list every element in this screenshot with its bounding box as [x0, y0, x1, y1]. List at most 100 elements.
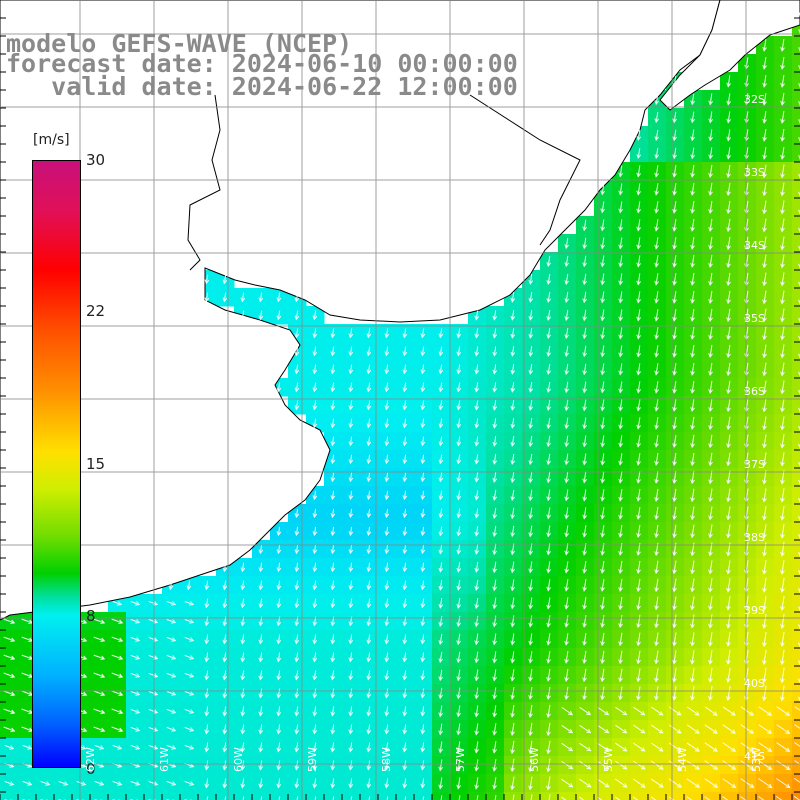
wind-arrow — [798, 227, 800, 233]
wind-arrow — [794, 724, 800, 729]
wind-arrow — [240, 292, 246, 303]
wind-arrow — [492, 561, 497, 574]
wind-arrow — [130, 636, 141, 642]
wind-arrow — [330, 634, 336, 645]
wind-arrow — [330, 382, 336, 393]
wind-arrow — [780, 75, 785, 88]
wind-arrow — [148, 744, 159, 750]
wind-arrow — [330, 436, 336, 447]
wind-arrow — [546, 758, 551, 773]
wind-arrow — [740, 796, 747, 800]
wind-arrow — [597, 706, 610, 716]
wind-arrow — [420, 580, 426, 591]
wind-arrow — [276, 544, 282, 555]
wind-arrow — [456, 597, 462, 610]
wind-arrow — [456, 436, 462, 447]
wind-arrow — [690, 506, 695, 521]
wind-arrow — [3, 618, 16, 624]
lat-label: 38S — [744, 531, 765, 544]
wind-arrow — [636, 201, 641, 214]
wind-arrow — [740, 706, 754, 716]
wind-arrow — [546, 435, 551, 448]
wind-arrow — [600, 381, 605, 394]
wind-arrow — [528, 758, 533, 773]
wind-arrow — [420, 328, 426, 339]
wind-arrow — [582, 579, 587, 592]
wind-arrow — [618, 381, 623, 394]
wind-cell — [792, 558, 800, 577]
wind-arrow — [762, 488, 767, 503]
wind-arrow — [240, 580, 246, 591]
wind-arrow — [582, 650, 587, 665]
wind-arrow — [456, 508, 462, 519]
wind-arrow — [456, 346, 462, 357]
wind-arrow — [708, 111, 713, 124]
lon-label: 56W — [528, 747, 541, 772]
wind-arrow — [740, 742, 755, 752]
wind-arrow — [654, 93, 659, 106]
wind-arrow — [330, 778, 336, 789]
wind-arrow — [330, 400, 336, 411]
wind-arrow — [258, 310, 264, 321]
wind-arrow — [793, 795, 800, 800]
wind-arrow — [600, 435, 605, 448]
wind-arrow — [672, 255, 677, 268]
wind-arrow — [686, 796, 693, 800]
wind-arrow — [528, 310, 534, 321]
wind-arrow — [420, 760, 426, 771]
wind-arrow — [420, 490, 426, 501]
wind-arrow — [148, 690, 159, 696]
wind-cell — [792, 72, 800, 91]
wind-arrow — [130, 708, 141, 714]
wind-arrow — [672, 147, 677, 160]
wind-arrow — [708, 614, 713, 629]
wind-arrow — [314, 796, 317, 800]
wind-arrow — [474, 436, 480, 447]
wind-arrow — [166, 690, 177, 696]
wind-arrow — [708, 506, 713, 521]
wind-arrow — [546, 525, 551, 538]
wind-arrow — [148, 619, 159, 624]
wind-arrow — [798, 47, 800, 53]
wind-arrow — [600, 453, 605, 466]
wind-arrow — [651, 706, 664, 716]
wind-arrow — [278, 796, 281, 800]
wind-arrow — [384, 436, 390, 447]
wind-arrow — [762, 75, 767, 88]
wind-arrow — [582, 237, 587, 250]
wind-arrow — [672, 435, 677, 448]
wind-arrow — [582, 291, 587, 304]
wind-arrow — [294, 652, 300, 663]
wind-arrow — [690, 416, 695, 431]
wind-arrow — [4, 744, 15, 750]
wind-arrow — [708, 326, 713, 341]
wind-arrow — [672, 75, 677, 88]
wind-arrow — [474, 328, 480, 339]
colorbar-unit: [m/s] — [33, 132, 70, 148]
wind-arrow — [440, 795, 443, 800]
wind-arrow — [600, 291, 605, 304]
wind-arrow — [762, 57, 767, 70]
wind-arrow — [492, 418, 498, 429]
wind-arrow — [690, 488, 695, 503]
wind-arrow — [312, 598, 318, 609]
wind-arrow — [762, 649, 767, 666]
wind-arrow — [474, 687, 479, 700]
wind-arrow — [672, 399, 677, 412]
wind-arrow — [654, 453, 659, 466]
wind-arrow — [222, 760, 228, 771]
wind-arrow — [798, 389, 800, 395]
wind-arrow — [582, 327, 587, 340]
wind-arrow — [420, 400, 426, 411]
wind-arrow — [690, 165, 695, 178]
wind-arrow — [330, 490, 336, 501]
wind-cell — [792, 756, 800, 775]
wind-arrow — [615, 706, 628, 716]
wind-arrow — [708, 200, 713, 215]
wind-arrow — [420, 598, 426, 609]
wind-arrow — [258, 634, 264, 645]
wind-arrow — [654, 524, 659, 539]
wind-arrow — [564, 237, 569, 250]
wind-arrow — [204, 274, 210, 285]
wind-arrow — [294, 544, 300, 555]
